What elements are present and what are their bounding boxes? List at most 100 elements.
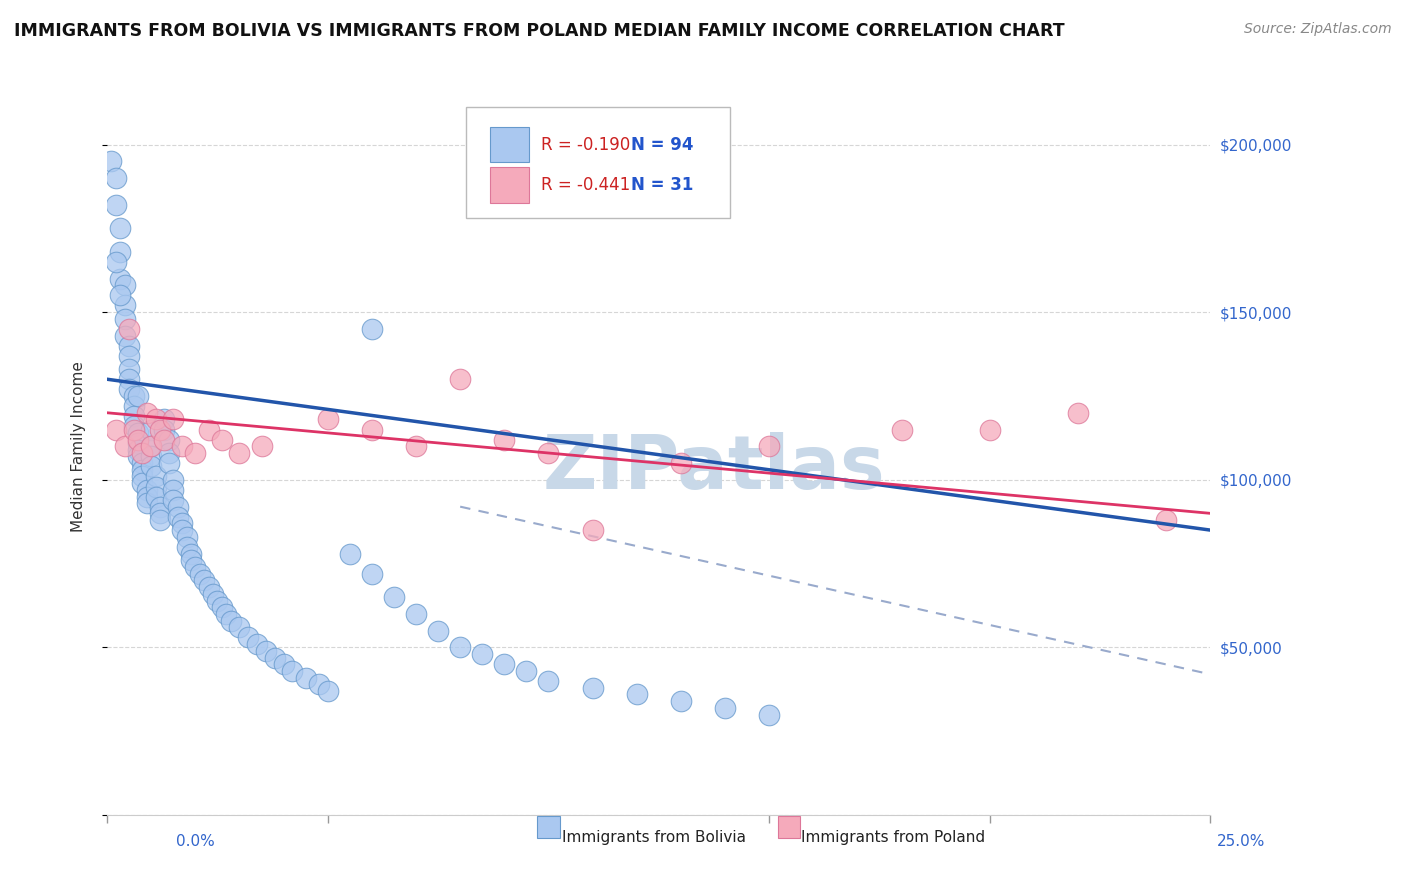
Point: [145, 469, 167, 483]
Point: [149, 513, 172, 527]
Point: [131, 476, 153, 491]
Point: [166, 500, 188, 514]
Point: [180, 553, 202, 567]
Point: [316, 684, 339, 698]
Point: [626, 688, 648, 702]
Point: [122, 399, 145, 413]
Point: [176, 530, 198, 544]
Point: [427, 624, 450, 638]
Point: [114, 439, 136, 453]
Point: [118, 349, 141, 363]
Point: [127, 433, 149, 447]
Text: R = -0.190: R = -0.190: [541, 136, 630, 153]
Point: [471, 647, 494, 661]
Point: [141, 423, 163, 437]
Point: [197, 423, 219, 437]
Point: [405, 607, 427, 621]
Point: [193, 574, 215, 588]
Point: [110, 271, 132, 285]
Point: [114, 311, 136, 326]
Point: [361, 322, 384, 336]
Point: [118, 372, 141, 386]
Point: [494, 657, 516, 672]
Point: [361, 566, 384, 581]
Point: [110, 221, 132, 235]
Point: [180, 547, 202, 561]
Point: [537, 673, 560, 688]
Point: [127, 425, 149, 440]
Point: [118, 382, 141, 396]
Point: [1156, 513, 1178, 527]
Point: [215, 607, 238, 621]
Point: [104, 198, 127, 212]
Point: [197, 580, 219, 594]
Point: [339, 547, 361, 561]
Point: [669, 456, 692, 470]
Point: [382, 590, 405, 604]
Point: [162, 412, 184, 426]
Point: [211, 600, 233, 615]
Point: [145, 412, 167, 426]
Point: [162, 473, 184, 487]
Point: [141, 459, 163, 474]
Point: [135, 490, 157, 504]
Point: [273, 657, 295, 672]
Point: [979, 423, 1001, 437]
Text: 25.0%: 25.0%: [1218, 834, 1265, 849]
Point: [127, 436, 149, 450]
Point: [316, 412, 339, 426]
Point: [118, 339, 141, 353]
Point: [157, 433, 180, 447]
Point: [114, 278, 136, 293]
Point: [246, 637, 269, 651]
Point: [714, 701, 737, 715]
Point: [157, 446, 180, 460]
Point: [294, 671, 316, 685]
Point: [494, 433, 516, 447]
Point: [118, 322, 141, 336]
FancyBboxPatch shape: [465, 107, 731, 218]
Y-axis label: Median Family Income: Median Family Income: [72, 361, 86, 532]
Point: [537, 446, 560, 460]
Point: [149, 507, 172, 521]
Point: [122, 409, 145, 423]
Point: [145, 490, 167, 504]
Point: [308, 677, 330, 691]
Point: [281, 664, 304, 678]
Point: [162, 483, 184, 497]
Point: [890, 423, 912, 437]
Point: [127, 450, 149, 464]
Point: [228, 446, 250, 460]
Point: [250, 439, 273, 453]
Text: IMMIGRANTS FROM BOLIVIA VS IMMIGRANTS FROM POLAND MEDIAN FAMILY INCOME CORRELATI: IMMIGRANTS FROM BOLIVIA VS IMMIGRANTS FR…: [14, 22, 1064, 40]
Point: [238, 631, 260, 645]
Point: [157, 456, 180, 470]
Point: [361, 423, 384, 437]
Point: [135, 496, 157, 510]
Point: [145, 479, 167, 493]
Point: [1067, 406, 1090, 420]
Point: [110, 288, 132, 302]
Point: [188, 566, 211, 581]
Point: [131, 463, 153, 477]
Point: [263, 650, 285, 665]
Text: ZIPatlas: ZIPatlas: [543, 432, 886, 505]
Point: [184, 560, 207, 574]
Point: [172, 439, 194, 453]
Text: 0.0%: 0.0%: [176, 834, 215, 849]
Bar: [489, 127, 529, 162]
Text: Immigrants from Poland: Immigrants from Poland: [801, 830, 986, 845]
Point: [184, 446, 207, 460]
Text: N = 94: N = 94: [631, 136, 693, 153]
Point: [228, 620, 250, 634]
Point: [405, 439, 427, 453]
Point: [131, 456, 153, 470]
Point: [758, 439, 780, 453]
Point: [166, 509, 188, 524]
Point: [201, 587, 224, 601]
Point: [122, 419, 145, 434]
Point: [149, 423, 172, 437]
Point: [127, 389, 149, 403]
Point: [104, 423, 127, 437]
Text: N = 31: N = 31: [631, 176, 693, 194]
